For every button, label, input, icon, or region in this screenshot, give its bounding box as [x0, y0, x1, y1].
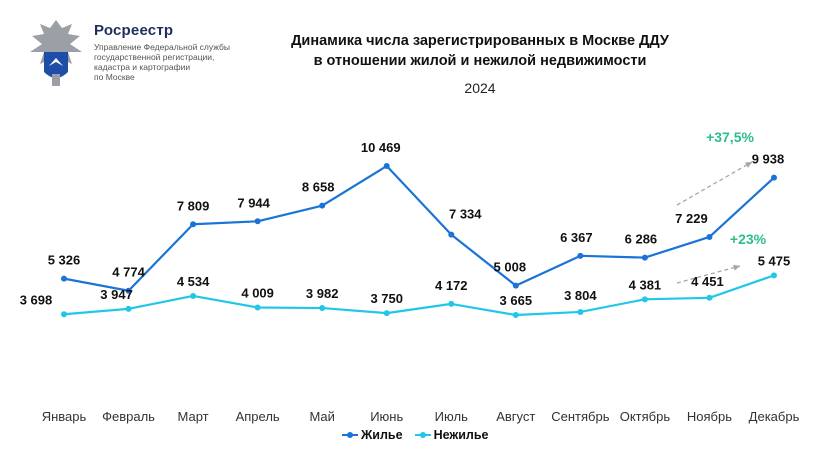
data-point-nonresidential [61, 311, 67, 318]
growth-annotation: +23% [730, 231, 767, 247]
data-point-housing [577, 252, 584, 259]
data-point-housing [512, 282, 519, 289]
data-label-nonresidential: 3 947 [100, 287, 133, 302]
brand-subtitle-line: по Москве [94, 72, 135, 82]
growth-arrow-head [733, 264, 740, 271]
series-line-housing [63, 164, 775, 292]
x-tick-label: Ноябрь [687, 409, 732, 424]
data-label-nonresidential: 4 534 [177, 274, 210, 289]
data-label-nonresidential: 5 475 [758, 253, 791, 268]
data-point-housing [61, 275, 67, 282]
data-point-nonresidential [125, 305, 132, 312]
data-point-housing [641, 254, 648, 261]
x-tick-label: Апрель [236, 409, 280, 424]
data-point-housing [771, 174, 777, 181]
data-point-nonresidential [512, 312, 519, 318]
chart-title-line: Динамика числа зарегистрированных в Моск… [291, 33, 669, 49]
data-label-nonresidential: 3 750 [370, 291, 403, 306]
data-point-nonresidential [383, 310, 390, 317]
growth-arrow-head [745, 162, 752, 168]
legend-item-nonresidential: Нежилье [414, 428, 489, 442]
data-point-housing [706, 233, 713, 240]
data-label-nonresidential: 3 804 [564, 288, 597, 303]
data-label-housing: 9 938 [752, 152, 785, 167]
x-tick-label: Февраль [102, 409, 155, 424]
series-line-nonresidential [63, 274, 775, 317]
data-label-housing: 7 944 [237, 195, 270, 210]
chart-title-line: в отношении жилой и нежилой недвижимости [313, 53, 647, 69]
x-tick-label: Октябрь [620, 409, 671, 424]
brand-name: Росреестр [94, 22, 174, 39]
data-point-housing [125, 287, 132, 294]
x-tick-label: Март [178, 409, 209, 424]
legend-label-housing: Жилье [361, 428, 403, 442]
legend-item-housing: Жилье [342, 428, 403, 442]
data-label-housing: 10 469 [361, 140, 401, 155]
rosreestr-emblem-icon [30, 20, 82, 86]
growth-arrow-line [676, 265, 741, 284]
data-label-housing: 7 809 [177, 198, 210, 213]
data-label-housing: 5 008 [494, 260, 527, 275]
data-point-nonresidential [448, 300, 455, 307]
data-point-nonresidential [706, 294, 713, 301]
data-point-nonresidential [254, 304, 261, 311]
data-point-housing [448, 231, 455, 238]
brand-subtitle-line: Управление Федеральной службы [94, 42, 230, 52]
x-tick-label: Январь [42, 409, 87, 424]
chart-subtitle: 2024 [464, 80, 496, 96]
data-label-housing: 6 367 [560, 230, 593, 245]
data-point-nonresidential [190, 292, 197, 299]
growth-arrow-line [676, 161, 753, 206]
legend-label-nonresidential: Нежилье [433, 428, 489, 442]
data-point-housing [383, 163, 390, 169]
legend: Жилье Нежилье [342, 428, 489, 442]
x-tick-label: Май [309, 409, 334, 424]
data-point-nonresidential [641, 296, 648, 303]
data-point-housing [190, 221, 197, 228]
data-label-housing: 4 774 [112, 265, 145, 280]
brand-subtitle-line: государственной регистрации, [94, 52, 215, 62]
data-point-nonresidential [577, 308, 584, 315]
data-label-housing: 6 286 [625, 232, 658, 247]
data-label-nonresidential: 3 982 [306, 286, 339, 301]
data-label-nonresidential: 3 698 [20, 292, 53, 307]
data-label-nonresidential: 4 381 [629, 277, 662, 292]
x-tick-label: Декабрь [749, 409, 800, 424]
legend-swatch-nonresidential [414, 432, 431, 438]
data-label-nonresidential: 4 451 [691, 274, 724, 289]
x-tick-label: Июнь [370, 409, 403, 424]
data-point-housing [254, 218, 261, 225]
data-label-nonresidential: 3 665 [500, 293, 533, 308]
brand-subtitle-line: кадастра и картографии [94, 62, 191, 72]
chart-title: Динамика числа зарегистрированных в Моск… [250, 31, 710, 71]
x-tick-label: Июль [435, 409, 468, 424]
growth-annotation: +37,5% [706, 129, 754, 145]
brand-subtitle: Управление Федеральной службы государств… [94, 42, 244, 82]
legend-swatch-housing [342, 432, 358, 438]
data-point-nonresidential [319, 305, 326, 312]
data-label-housing: 5 326 [48, 253, 81, 268]
brand-block: Росреестр Управление Федеральной службы … [94, 22, 244, 82]
x-tick-label: Август [496, 409, 535, 424]
data-label-nonresidential: 4 172 [435, 278, 468, 293]
data-label-housing: 7 229 [675, 211, 708, 226]
data-label-housing: 7 334 [449, 207, 482, 222]
data-label-nonresidential: 4 009 [241, 285, 274, 300]
x-tick-label: Сентябрь [551, 409, 609, 424]
data-point-housing [319, 202, 326, 209]
data-point-nonresidential [771, 272, 777, 279]
data-label-housing: 8 658 [302, 180, 335, 195]
